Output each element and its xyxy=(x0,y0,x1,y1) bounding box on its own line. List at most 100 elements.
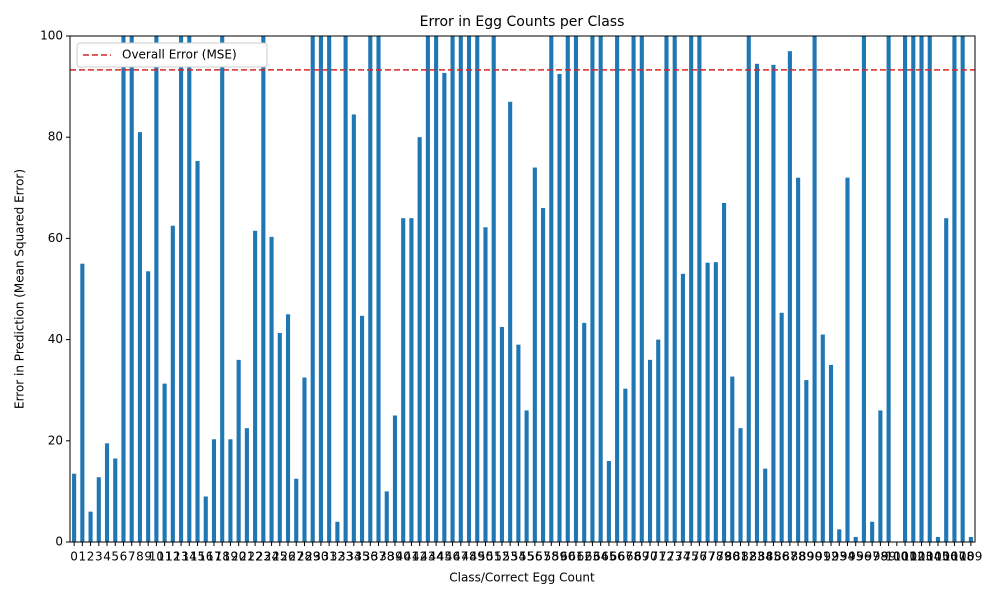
bar xyxy=(532,167,537,542)
bar xyxy=(927,36,932,542)
x-tick-label: 43 xyxy=(420,550,435,564)
bar xyxy=(179,36,184,542)
x-tick-label: 72 xyxy=(659,550,674,564)
x-tick-label: 23 xyxy=(256,550,271,564)
x-tick-label: 18 xyxy=(215,550,230,564)
bar xyxy=(722,202,727,542)
bar xyxy=(425,36,430,542)
x-tick-label: 3 xyxy=(95,550,103,564)
y-tick-label: 100 xyxy=(40,29,63,43)
y-tick-label: 40 xyxy=(48,332,63,346)
x-tick-label: 74 xyxy=(675,550,690,564)
bar xyxy=(121,36,126,542)
x-tick-label: 102 xyxy=(902,550,925,564)
x-tick-label: 98 xyxy=(873,550,888,564)
x-tick-label: 15 xyxy=(190,550,205,564)
x-tick-label: 108 xyxy=(951,550,974,564)
bar xyxy=(261,36,266,542)
x-tick-label: 68 xyxy=(626,550,641,564)
bar xyxy=(680,273,685,542)
bar xyxy=(310,36,315,542)
x-tick-label: 47 xyxy=(453,550,468,564)
bar xyxy=(253,230,258,542)
legend-box xyxy=(76,42,268,68)
x-tick-label: 0 xyxy=(70,550,78,564)
x-tick-label: 94 xyxy=(840,550,855,564)
x-tick-label: 4 xyxy=(103,550,111,564)
x-tick-label: 66 xyxy=(609,550,624,564)
plot-area xyxy=(72,36,973,542)
bar xyxy=(499,326,504,542)
bar xyxy=(746,36,751,542)
x-tick-label: 7 xyxy=(128,550,136,564)
x-tick-label: 34 xyxy=(346,550,361,564)
x-tick-label: 62 xyxy=(577,550,592,564)
bar xyxy=(244,428,249,542)
bar xyxy=(466,36,472,542)
x-tick-label: 107 xyxy=(943,550,966,564)
x-tick-label: 1 xyxy=(79,550,87,564)
bar xyxy=(968,536,973,542)
y-axis-label: Error in Prediction (Mean Squared Error) xyxy=(13,169,27,409)
bar xyxy=(960,36,965,542)
bar xyxy=(360,315,365,542)
bar xyxy=(294,478,299,542)
bar xyxy=(582,322,587,542)
x-tick-label: 60 xyxy=(560,550,575,564)
bar xyxy=(203,496,208,542)
x-tick-label: 2 xyxy=(87,550,95,564)
bar xyxy=(491,36,496,542)
x-tick-label: 17 xyxy=(206,550,221,564)
bar xyxy=(828,364,834,542)
x-tick-label: 55 xyxy=(519,550,534,564)
x-tick-label: 20 xyxy=(231,550,246,564)
x-tick-label: 21 xyxy=(239,550,254,564)
bar xyxy=(779,312,784,542)
bar xyxy=(730,376,735,542)
bar xyxy=(771,64,776,542)
bar xyxy=(409,218,414,542)
bar xyxy=(861,36,866,542)
bar xyxy=(483,227,488,542)
y-tick-label: 20 xyxy=(48,433,63,447)
x-tick-label: 27 xyxy=(289,550,304,564)
bar xyxy=(475,36,480,542)
bar xyxy=(878,410,883,542)
x-tick-label: 76 xyxy=(692,550,707,564)
bar xyxy=(220,36,225,542)
x-tick-label: 73 xyxy=(667,550,682,564)
bar xyxy=(656,339,661,542)
bar xyxy=(738,428,743,542)
bar xyxy=(458,36,463,542)
x-tick-label: 54 xyxy=(511,550,526,564)
x-tick-label: 69 xyxy=(634,550,649,564)
x-tick-label: 6 xyxy=(120,550,128,564)
bar xyxy=(623,388,628,542)
bar xyxy=(72,473,77,542)
bar xyxy=(187,36,192,542)
bar xyxy=(903,36,908,542)
bar xyxy=(664,36,669,542)
bar xyxy=(820,334,825,542)
x-tick-label: 106 xyxy=(935,550,958,564)
bar xyxy=(146,271,151,542)
bar xyxy=(228,439,233,542)
bar xyxy=(911,36,916,542)
x-tick-label: 101 xyxy=(894,550,917,564)
x-axis-label: Class/Correct Egg Count xyxy=(449,571,595,585)
x-tick-label: 22 xyxy=(247,550,262,564)
x-tick-label: 88 xyxy=(790,550,805,564)
bar xyxy=(565,36,570,542)
x-tick-label: 12 xyxy=(165,550,180,564)
x-tick-label: 80 xyxy=(725,550,740,564)
x-tick-label: 41 xyxy=(404,550,419,564)
axes-frame xyxy=(69,35,976,543)
bar xyxy=(302,377,307,542)
bar xyxy=(590,36,595,542)
x-tick-label: 96 xyxy=(856,550,871,564)
x-tick-label: 92 xyxy=(823,550,838,564)
x-tick-label: 64 xyxy=(593,550,608,564)
bar xyxy=(343,36,348,542)
x-tick-label: 95 xyxy=(848,550,863,564)
